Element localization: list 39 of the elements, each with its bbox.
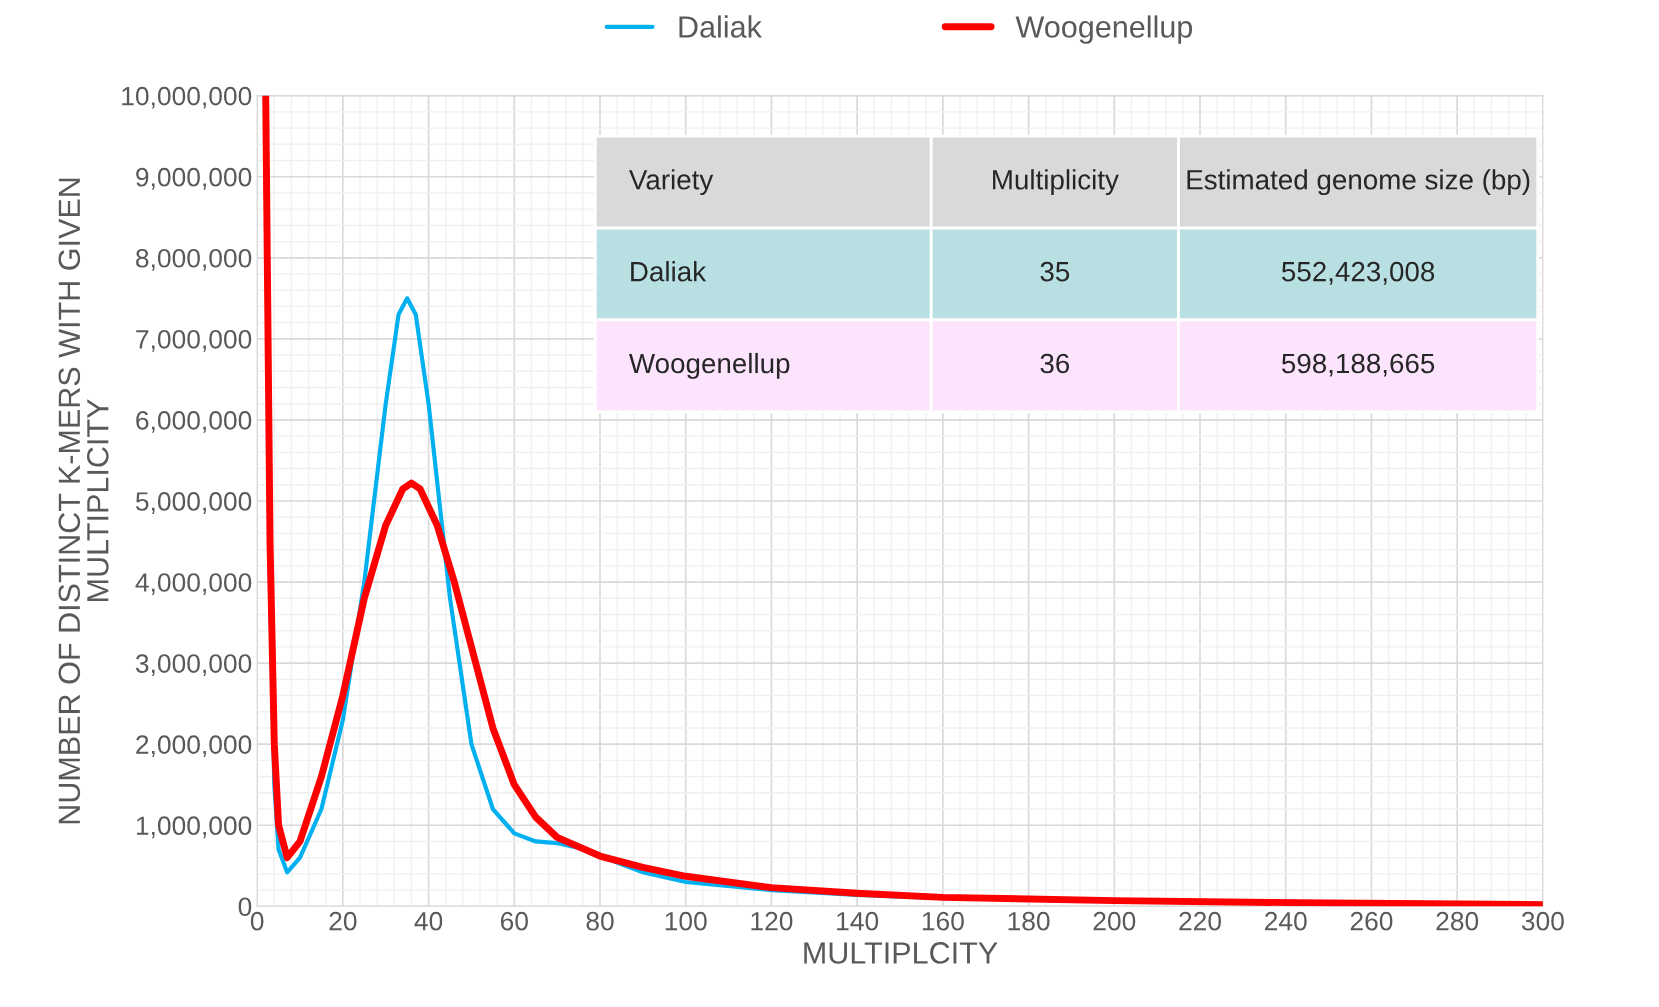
x-tick-label: 200 [1093, 911, 1136, 931]
y-tick-label: 2,000,000 [136, 735, 252, 758]
y-tick-label: 1,000,000 [136, 816, 252, 839]
annotation: 35 [1040, 261, 1070, 282]
x-tick-label: 180 [1008, 911, 1050, 931]
x-tick-label: 220 [1179, 911, 1221, 931]
y-tick-label: 9,000,000 [136, 167, 252, 190]
y-tick-label: 4,000,000 [135, 573, 252, 595]
x-tick-label: 280 [1436, 911, 1479, 931]
annotation: Daliak [631, 261, 707, 282]
x-tick-label: 80 [586, 911, 614, 931]
y-axis-title: NUMBER OF DISTINCT K-MERS WITH GIVEN MULTIPLICITY [58, 178, 109, 824]
x-tick-label: 20 [329, 911, 357, 931]
x-tick-label: 240 [1265, 911, 1307, 931]
annotation: 552,423,008 [1281, 261, 1435, 285]
y-tick-label: 5,000,000 [135, 492, 252, 514]
x-tick-label: 160 [922, 911, 964, 931]
x-tick-label: 300 [1521, 911, 1564, 931]
x-axis-title: MULTIPLCITY [804, 942, 998, 964]
annotation: 598,188,665 [1281, 353, 1435, 377]
x-tick-label: 260 [1350, 911, 1393, 931]
annotation: Variety [629, 169, 714, 196]
annotation: 36 [1040, 353, 1070, 374]
x-tick-label: 100 [665, 911, 707, 931]
annotation: Estimated genome size (bp) [1187, 169, 1530, 196]
y-tick-label: 8,000,000 [136, 248, 252, 271]
x-tick-label: 40 [414, 911, 443, 931]
y-tick-label: 6,000,000 [136, 411, 252, 433]
legend-label: Woogenellup [1015, 15, 1193, 44]
annotation: Woogenellup [629, 352, 790, 379]
y-tick-label: 7,000,000 [136, 329, 252, 352]
y-tick-label: 10,000,000 [122, 86, 252, 109]
x-tick-label: 120 [751, 911, 793, 931]
annotation: Multiplicity [993, 169, 1119, 196]
legend-label: Daliak [679, 15, 762, 38]
y-tick-label: 0 [238, 897, 252, 917]
x-tick-label: 140 [837, 911, 879, 931]
x-tick-label: 60 [500, 911, 528, 931]
y-tick-label: 3,000,000 [135, 654, 252, 677]
